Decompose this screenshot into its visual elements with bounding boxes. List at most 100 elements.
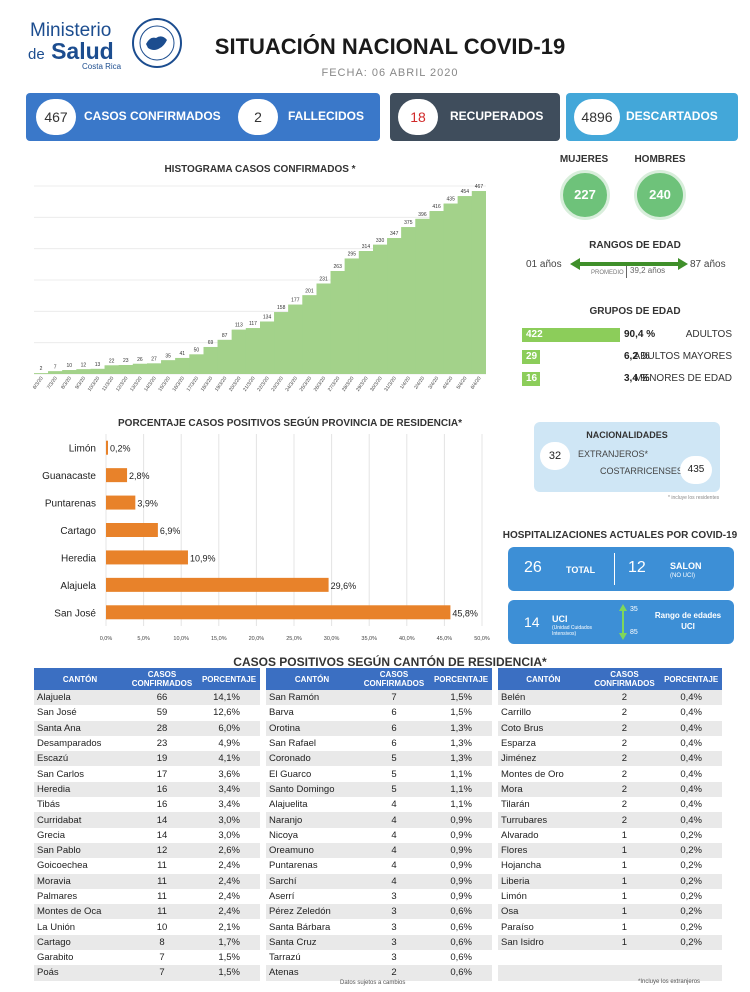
canton-header-cell: CANTÓN <box>266 668 358 690</box>
canton-pct: 0,2% <box>660 873 722 889</box>
canton-cases: 4 <box>358 842 430 859</box>
canton-pct: 0,9% <box>430 827 492 843</box>
canton-name: Belén <box>498 690 589 706</box>
canton-name: Puntarenas <box>266 858 358 874</box>
canton-pct: 12,6% <box>198 705 260 721</box>
nacionalidades-title: NACIONALIDADES <box>586 430 668 440</box>
canton-header-cell: PORCENTAJE <box>660 668 722 690</box>
hist-bar <box>189 354 204 374</box>
hist-date-label: 20/3/20 <box>228 376 243 393</box>
canton-name: Tarrazú <box>266 950 358 966</box>
canton-name: Coronado <box>266 751 358 767</box>
uci-range-arrow-icon <box>619 604 627 640</box>
hist-value-label: 50 <box>194 347 200 353</box>
canton-name: Orotina <box>266 720 358 736</box>
canton-pct: 2,4% <box>198 858 260 874</box>
table-row: Santo Domingo 5 1,1% <box>266 781 492 798</box>
stats-recuperados: 18 RECUPERADOS <box>390 93 560 141</box>
uci-value: 14 <box>524 614 540 630</box>
hist-date-label: 3/4/20 <box>427 376 440 391</box>
canton-cases: 7 <box>126 950 198 966</box>
age-group-row: 16 3,4 % MENORES DE EDAD <box>522 371 736 387</box>
hist-date-label: 25/3/20 <box>299 376 314 393</box>
canton-pct: 1,7% <box>198 934 260 951</box>
canton-cases: 11 <box>126 888 198 905</box>
prov-value-label: 45,8% <box>452 608 478 618</box>
table-row: Alajuela 66 14,1% <box>34 690 260 706</box>
canton-cases: 4 <box>358 858 430 874</box>
prov-tick-label: 5,0% <box>137 636 150 642</box>
canton-name: Barva <box>266 705 358 721</box>
canton-name: Escazú <box>34 751 126 767</box>
canton-name: Oreamuno <box>266 842 358 859</box>
table-row: Barva 6 1,5% <box>266 705 492 721</box>
hist-value-label: 41 <box>180 351 186 357</box>
hist-bar <box>415 218 430 374</box>
age-group-label: ADULTOS <box>685 329 732 340</box>
hist-bar <box>344 258 359 374</box>
recuperados-value: 18 <box>398 99 438 135</box>
hist-value-label: 347 <box>390 231 399 237</box>
canton-pct: 0,4% <box>660 812 722 828</box>
canton-name: Palmares <box>34 888 126 905</box>
hist-date-label: 29/3/20 <box>355 376 370 393</box>
prov-tick-label: 35,0% <box>361 636 377 642</box>
canton-pct: 3,0% <box>198 812 260 828</box>
canton-name: La Unión <box>34 919 126 935</box>
canton-cases: 12 <box>126 842 198 859</box>
canton-cases: 19 <box>126 751 198 767</box>
hist-date-label: 27/3/20 <box>327 376 342 393</box>
prov-bar <box>106 577 329 592</box>
table-row: San José 59 12,6% <box>34 705 260 721</box>
prov-category-label: Guanacaste <box>42 471 96 482</box>
canton-cases: 5 <box>358 781 430 798</box>
canton-cases: 2 <box>588 720 661 736</box>
canton-pct: 0,9% <box>430 842 492 859</box>
canton-cases: 8 <box>126 934 198 951</box>
hist-value-label: 134 <box>263 315 272 321</box>
hist-bar <box>302 295 317 374</box>
age-range-arrow-icon <box>570 258 688 270</box>
hist-value-label: 117 <box>249 321 257 327</box>
prov-tick-label: 0,0% <box>100 636 113 642</box>
canton-cases: 2 <box>588 812 661 828</box>
hist-value-label: 69 <box>208 340 214 346</box>
hist-bar <box>62 370 77 374</box>
table-row: Tarrazú 3 0,6% <box>266 950 492 966</box>
canton-pct: 0,2% <box>660 827 722 843</box>
uci-range-label: Rango de edades UCI <box>654 611 722 631</box>
hist-value-label: 467 <box>475 184 484 190</box>
table-row: Oreamuno 4 0,9% <box>266 842 492 859</box>
confirmados-value: 467 <box>36 99 76 135</box>
canton-cases: 6 <box>358 735 430 752</box>
canton-pct: 1,5% <box>198 965 260 981</box>
hist-date-label: 31/3/20 <box>383 376 398 393</box>
canton-name: Esparza <box>498 735 589 752</box>
canton-name: San José <box>34 705 126 721</box>
canton-name: Grecia <box>34 827 126 843</box>
table-row: Nicoya 4 0,9% <box>266 827 492 843</box>
canton-header-row: CANTÓN CASOS CONFIRMADOS PORCENTAJE <box>34 668 260 690</box>
canton-pct: 0,6% <box>430 934 492 951</box>
canton-cases: 1 <box>588 842 661 859</box>
canton-header-cell: CASOS CONFIRMADOS <box>358 668 430 690</box>
hist-bar <box>175 357 190 374</box>
hist-value-label: 158 <box>277 305 286 311</box>
hist-date-label: 9/3/20 <box>74 376 87 391</box>
canton-cases: 1 <box>588 888 661 905</box>
hist-date-label: 8/3/20 <box>60 376 73 391</box>
canton-name: Santo Domingo <box>266 781 358 798</box>
prov-bar <box>106 495 136 510</box>
prov-tick-label: 20,0% <box>249 636 265 642</box>
canton-cases: 4 <box>358 873 430 889</box>
prov-tick-label: 15,0% <box>211 636 227 642</box>
hist-date-label: 22/3/20 <box>256 376 271 393</box>
table-row: Paraíso 1 0,2% <box>498 919 722 935</box>
province-chart-title: PORCENTAJE CASOS POSITIVOS SEGÚN PROVINC… <box>118 418 462 429</box>
age-range-title: RANGOS DE EDAD <box>589 240 681 251</box>
table-row: San Isidro 1 0,2% <box>498 934 722 951</box>
hist-value-label: 177 <box>291 298 300 304</box>
age-group-label: MENORES DE EDAD <box>634 373 732 384</box>
canton-cases: 1 <box>588 873 661 889</box>
hist-value-label: 2 <box>40 366 43 372</box>
